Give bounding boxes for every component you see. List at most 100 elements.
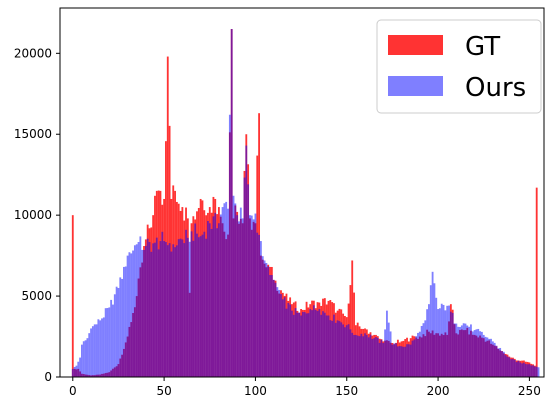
bar-ours	[495, 345, 498, 377]
bar-ours	[398, 346, 401, 377]
bar-ours	[126, 255, 129, 377]
bar-ours	[165, 242, 167, 377]
bar-ours	[488, 338, 491, 377]
bar-ours	[267, 266, 270, 377]
bar-ours	[424, 320, 427, 377]
bar-ours	[517, 360, 520, 377]
bar-ours	[353, 334, 355, 377]
bar-ours	[225, 201, 228, 377]
bar-ours	[523, 362, 525, 377]
bar-ours	[362, 336, 365, 377]
bar-ours	[221, 207, 224, 377]
bar-ours	[354, 334, 357, 377]
bar-ours	[190, 231, 193, 377]
bar-ours	[232, 195, 235, 377]
bar-ours	[378, 342, 381, 377]
bar-ours	[314, 309, 317, 377]
bar-ours	[139, 236, 142, 377]
bar-ours	[440, 303, 443, 377]
bar-ours	[194, 223, 197, 377]
bar-ours	[442, 304, 445, 377]
legend-swatch-gt	[388, 35, 443, 55]
bar-ours	[152, 243, 155, 377]
bar-ours	[71, 368, 74, 377]
bar-ours	[490, 338, 492, 377]
bar-ours	[406, 344, 408, 377]
bar-ours	[179, 238, 182, 377]
bar-ours	[166, 245, 169, 377]
bar-ours	[143, 249, 145, 377]
bar-ours	[298, 312, 301, 377]
bar-ours	[323, 312, 326, 377]
bar-ours	[413, 339, 416, 377]
bar-ours	[75, 365, 78, 377]
bar-ours	[146, 238, 149, 377]
bar-ours	[457, 326, 460, 377]
bar-ours	[168, 243, 171, 377]
bar-ours	[192, 240, 195, 377]
bar-ours	[395, 343, 397, 377]
bar-ours	[438, 308, 441, 377]
x-tick-label: 200	[427, 384, 450, 398]
bar-ours	[223, 203, 226, 377]
bar-ours	[382, 343, 385, 377]
bar-ours	[101, 318, 103, 377]
bar-ours	[402, 346, 405, 377]
bar-ours	[112, 304, 114, 377]
bar-ours	[239, 207, 242, 377]
bar-ours	[201, 234, 204, 377]
bar-ours	[208, 223, 211, 377]
x-tick-label: 150	[335, 384, 358, 398]
bar-ours	[133, 245, 136, 377]
bar-ours	[250, 215, 253, 377]
bar-ours	[102, 317, 105, 377]
bar-gt	[351, 260, 354, 377]
bar-ours	[243, 177, 246, 377]
bar-ours	[234, 203, 237, 377]
bar-ours	[400, 346, 403, 377]
bar-ours	[269, 275, 271, 377]
bar-ours	[241, 218, 244, 377]
bar-ours	[466, 325, 469, 377]
bar-ours	[484, 336, 487, 377]
bar-ours	[475, 329, 478, 377]
bar-ours	[252, 219, 255, 377]
bar-ours	[420, 325, 423, 377]
bar-ours	[294, 308, 297, 377]
bar-ours	[207, 220, 209, 377]
bar-ours	[491, 341, 494, 377]
bar-ours	[422, 323, 425, 377]
bar-ours	[203, 231, 206, 377]
bar-ours	[524, 363, 527, 377]
bar-ours	[272, 279, 275, 377]
y-tick-label: 5000	[21, 289, 52, 303]
legend-label-gt: GT	[465, 32, 500, 62]
bar-ours	[404, 346, 407, 377]
bar-ours	[347, 324, 350, 377]
bar-ours	[258, 234, 260, 377]
bar-ours	[426, 309, 429, 377]
bar-ours	[376, 337, 379, 377]
bar-ours	[296, 312, 299, 377]
bar-ours	[334, 322, 337, 377]
bar-ours	[121, 278, 124, 377]
bar-ours	[281, 299, 284, 377]
bar-ours	[316, 311, 319, 377]
bar-ours	[170, 251, 173, 377]
bar-ours	[417, 332, 419, 377]
x-tick-label: 50	[156, 384, 171, 398]
bar-ours	[256, 232, 259, 377]
bar-ours	[163, 241, 166, 377]
bar-gt	[71, 215, 74, 377]
bar-ours	[325, 315, 328, 377]
bar-ours	[375, 337, 377, 377]
bar-ours	[73, 366, 76, 377]
bar-ours	[364, 333, 366, 377]
x-tick-label: 100	[244, 384, 267, 398]
bar-ours	[81, 344, 83, 377]
bar-ours	[351, 332, 354, 377]
axes-frame	[59, 7, 545, 378]
y-tick-label: 0	[44, 370, 52, 384]
y-tick-label: 10000	[14, 208, 52, 222]
